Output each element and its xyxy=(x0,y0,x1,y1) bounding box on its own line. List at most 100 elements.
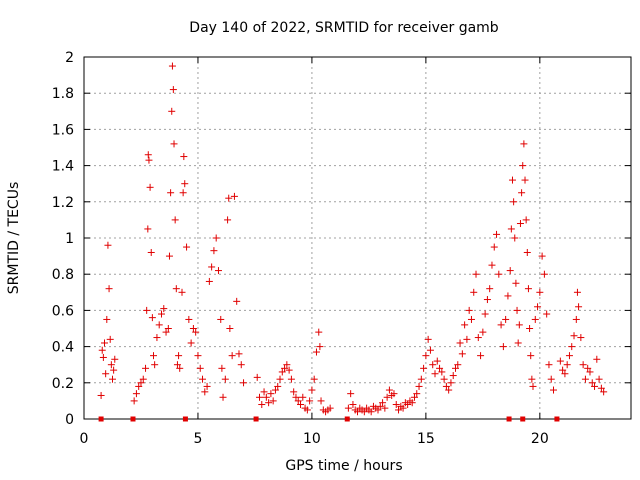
data-point xyxy=(520,140,528,148)
data-point xyxy=(146,183,154,191)
y-tick-label: 2 xyxy=(65,50,74,66)
data-point xyxy=(269,397,277,405)
data-point xyxy=(107,361,115,369)
data-point xyxy=(385,386,393,394)
data-point xyxy=(226,325,234,332)
data-point xyxy=(547,375,555,383)
data-point xyxy=(529,382,537,390)
data-point xyxy=(194,352,202,360)
data-point xyxy=(523,248,531,256)
data-point xyxy=(490,243,498,251)
data-point xyxy=(559,366,567,374)
data-point xyxy=(581,375,589,383)
data-point xyxy=(452,364,460,372)
data-point xyxy=(465,306,473,314)
data-point xyxy=(445,386,453,394)
data-point xyxy=(267,390,275,398)
data-point xyxy=(516,220,524,228)
y-tick-label: 0 xyxy=(65,412,74,428)
data-point xyxy=(225,194,233,202)
data-point xyxy=(431,370,439,378)
data-point xyxy=(543,310,551,318)
data-point xyxy=(233,297,241,305)
data-point xyxy=(510,198,518,206)
data-point xyxy=(561,370,569,378)
data-point xyxy=(172,285,180,293)
data-point xyxy=(153,334,161,342)
data-point xyxy=(472,270,480,278)
y-tick-label: 1.2 xyxy=(52,195,74,211)
data-point xyxy=(404,401,412,409)
data-point xyxy=(103,315,111,323)
data-point xyxy=(278,368,286,376)
data-point xyxy=(504,292,512,300)
data-point xyxy=(524,285,532,293)
data-point xyxy=(175,352,183,360)
data-point xyxy=(470,288,478,296)
data-point xyxy=(374,406,382,414)
data-point xyxy=(155,321,163,329)
data-point xyxy=(349,401,357,409)
data-point xyxy=(519,162,527,170)
data-point xyxy=(281,364,289,372)
data-point xyxy=(538,252,546,260)
data-point xyxy=(508,176,516,184)
data-point xyxy=(137,379,145,387)
data-point xyxy=(415,382,423,390)
data-point xyxy=(181,180,189,188)
data-point xyxy=(170,140,178,148)
data-point xyxy=(262,393,270,401)
gap-marker xyxy=(130,416,136,422)
data-point xyxy=(420,364,428,372)
data-point xyxy=(165,252,173,260)
data-point xyxy=(185,315,193,323)
data-point xyxy=(187,339,195,347)
y-tick-label: 1 xyxy=(65,231,74,247)
data-point xyxy=(436,364,444,372)
data-point xyxy=(360,408,368,416)
chart-title: Day 140 of 2022, SRMTID for receiver gam… xyxy=(189,20,499,36)
data-point xyxy=(111,355,119,363)
gap-marker xyxy=(182,416,188,422)
data-point xyxy=(176,364,184,372)
data-point xyxy=(290,388,298,396)
data-point xyxy=(164,325,172,332)
data-point xyxy=(258,401,266,409)
data-point xyxy=(260,388,268,396)
data-point xyxy=(178,288,186,296)
y-tick-label: 0.6 xyxy=(52,303,74,319)
data-point xyxy=(513,306,521,314)
data-point xyxy=(521,176,529,184)
data-point xyxy=(303,406,311,414)
data-point xyxy=(139,375,147,383)
gap-marker xyxy=(344,416,350,422)
data-point xyxy=(447,379,455,387)
data-point xyxy=(240,379,248,387)
data-point xyxy=(426,346,434,354)
data-point xyxy=(479,328,487,336)
data-point xyxy=(456,339,464,347)
data-point xyxy=(326,404,334,412)
data-point xyxy=(179,189,187,197)
data-point xyxy=(408,399,416,407)
data-point xyxy=(367,408,375,416)
data-point xyxy=(458,350,466,358)
data-point xyxy=(454,361,462,369)
data-point xyxy=(151,361,159,369)
data-point xyxy=(219,393,227,401)
data-point xyxy=(545,361,553,369)
data-point xyxy=(572,315,580,323)
data-point xyxy=(392,401,400,409)
data-point xyxy=(132,390,140,398)
data-point xyxy=(483,296,491,304)
data-point xyxy=(101,339,109,347)
data-point xyxy=(168,62,176,70)
data-point xyxy=(104,241,112,249)
data-point xyxy=(145,156,153,164)
axis-ticks: 00.20.40.60.811.21.41.61.820 5 10 15 20 xyxy=(52,50,631,447)
data-point xyxy=(265,399,273,407)
grid xyxy=(84,57,631,419)
data-point xyxy=(474,334,482,342)
data-point xyxy=(570,332,578,340)
